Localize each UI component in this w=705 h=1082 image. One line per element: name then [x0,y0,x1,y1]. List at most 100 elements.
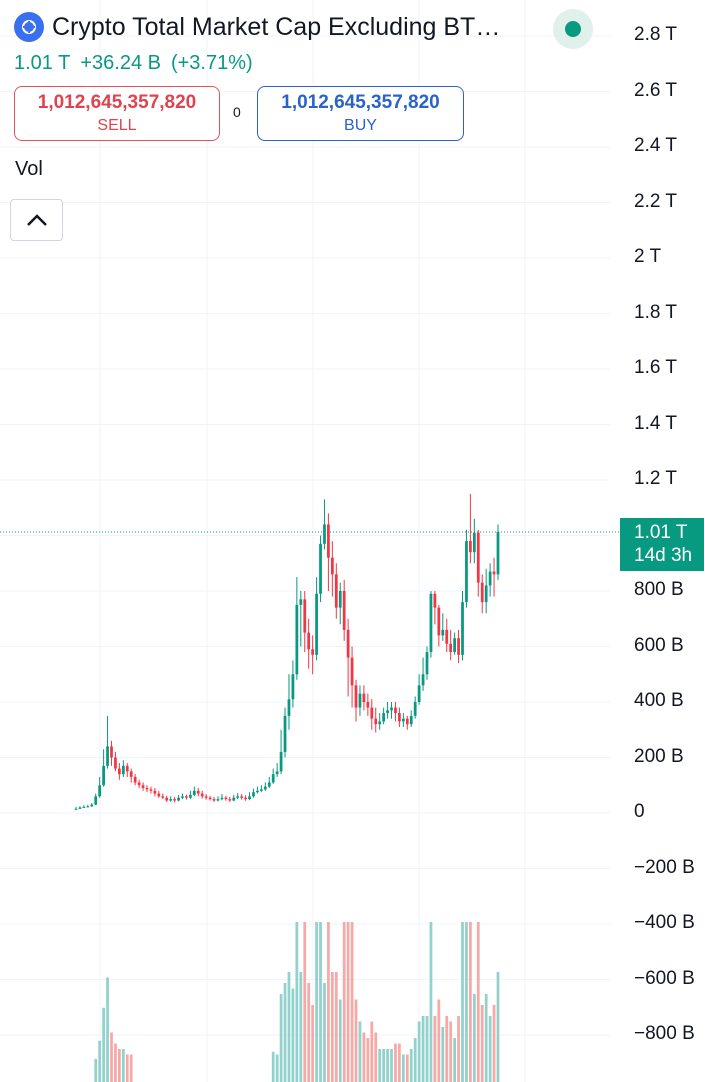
candle-body [394,707,397,714]
candle-body [141,785,145,789]
volume-bar [449,1021,453,1082]
candle-body [125,765,129,772]
change-value: +36.24 B [80,52,161,74]
symbol-title[interactable]: Crypto Total Market Cap Excluding BT… [52,12,501,41]
candle-body [90,804,94,807]
candle-body [453,638,456,653]
volume-bar [492,1005,496,1082]
candle-body [291,674,295,700]
candle-body [196,790,200,794]
spread-value: 0 [233,104,241,120]
candle-body [74,808,78,810]
buy-button[interactable]: 1,012,645,357,820 BUY [257,86,464,141]
volume-bar [125,1054,129,1082]
candle-body [401,718,405,722]
volume-bar [271,1051,275,1082]
candle-body [370,707,374,719]
volume-bar [346,922,350,1082]
price-summary: 1.01 T +36.24 B (+3.71%) [14,52,263,75]
candle-body [169,799,173,801]
market-status-indicator[interactable] [553,9,593,49]
symbol-title-row[interactable]: Crypto Total Market Cap Excluding BT… [14,12,500,42]
candle-body [204,796,208,798]
candle-body [465,541,468,603]
candle-body [252,792,255,797]
volume-bar [291,988,295,1082]
candle-body [429,593,433,653]
candle-body [319,543,322,594]
candle-body [102,765,105,786]
candle-body [378,721,382,725]
last-price-tag-value: 1.01 T [634,522,688,543]
candle-body [386,710,389,714]
candle-body [259,789,263,791]
last-value: 1.01 T [14,52,71,74]
price-axis-tick-label: 2.8 T [634,24,677,45]
last-price-tag: 1.01 T 14d 3h [620,518,704,571]
candle-body [398,713,401,722]
candle-body [437,607,441,636]
candle-body [86,806,90,808]
candle-body [417,685,421,702]
price-axis-tick-label: −400 B [634,912,695,933]
candle-body [461,602,464,655]
candle-body [457,638,460,655]
candle-body [472,532,476,553]
candle-body [311,649,315,655]
candle-body [114,757,117,769]
volume-bar [327,922,330,1082]
chart-header: Crypto Total Market Cap Excluding BT… 1.… [0,0,610,150]
volume-bar [275,1054,279,1082]
chevron-up-icon [26,214,47,226]
candlestick-series [74,493,500,810]
candle-body [421,674,425,686]
candle-body [433,593,437,608]
candle-body [82,806,86,808]
price-axis-tick-label: 2 T [634,246,662,267]
volume-bar [496,972,500,1082]
candle-body [240,796,244,798]
candle-body [346,629,350,658]
candle-body [409,715,413,725]
volume-bar [394,1043,397,1082]
volume-indicator-label[interactable]: Vol [15,158,43,180]
sell-button[interactable]: 1,012,645,357,820 SELL [14,86,220,141]
candle-body [216,799,220,801]
candle-body [224,797,228,800]
candle-body [307,632,311,650]
candle-body [192,790,196,795]
volume-bar [476,922,480,1082]
volume-bar [319,922,322,1082]
candle-body [327,524,330,558]
candle-body [374,718,378,725]
candle-body [145,788,149,790]
candle-body [390,707,393,711]
volume-bar [382,1049,386,1082]
price-axis-tick-label: −200 B [634,856,695,878]
candle-body [366,702,370,708]
candle-body [323,524,326,544]
volume-bar [409,1049,413,1082]
volume-bar [398,1043,401,1082]
volume-bar [358,1021,362,1082]
volume-bar [469,922,472,1082]
volume-bar [480,1005,484,1082]
candle-body [161,796,165,798]
volume-bar [283,983,287,1082]
candle-body [78,807,82,809]
volume-bar [386,1049,389,1082]
candle-body [445,629,449,644]
volume-bar [441,1027,445,1082]
collapse-indicators-button[interactable] [10,199,63,241]
candle-body [256,790,259,793]
volume-bar [342,922,346,1082]
volume-bar [311,1005,315,1082]
candle-body [342,591,346,630]
volume-bar [295,922,299,1082]
candle-body [492,571,496,575]
crypto-logo-icon [14,12,44,42]
volume-bar [94,1058,98,1082]
volume-bar [390,1049,393,1082]
candle-body [275,771,279,775]
